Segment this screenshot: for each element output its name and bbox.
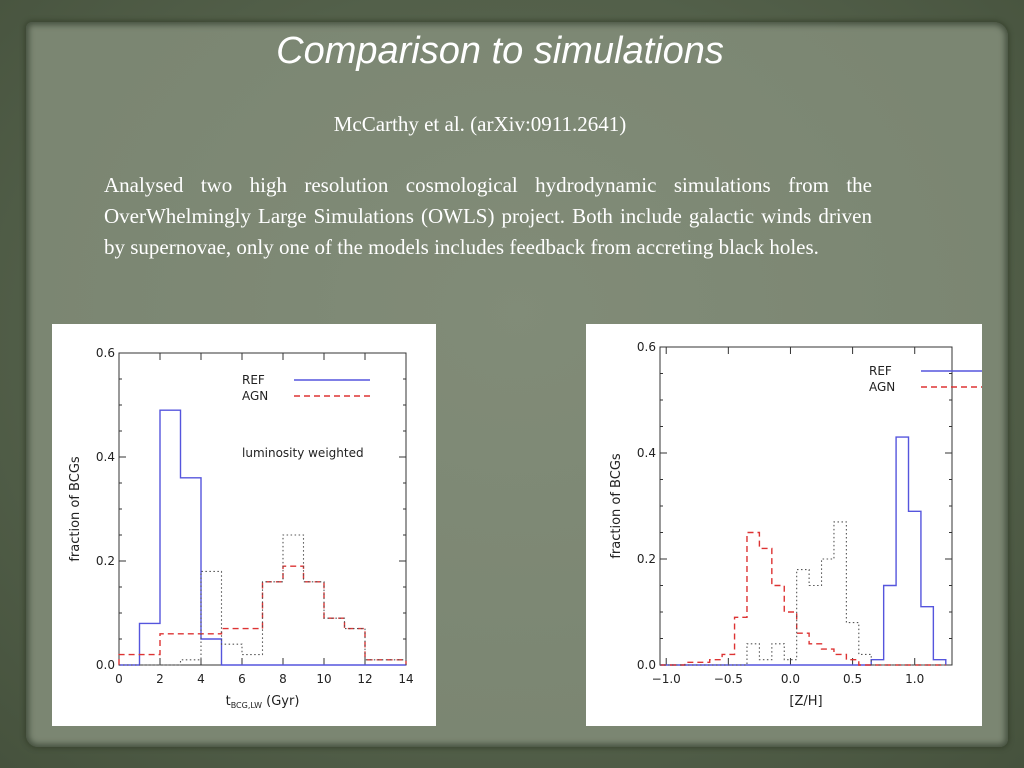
x-tick-label: 10 (316, 672, 331, 686)
y-axis-label: fraction of BCGs (68, 456, 83, 562)
histogram-dotted-series (119, 534, 407, 666)
histogram-agn-series (118, 565, 407, 665)
x-tick-label: 0.0 (781, 672, 800, 686)
x-tick-label: 2 (156, 672, 164, 686)
x-axis-label: [Z/H] (789, 694, 822, 709)
histogram-ref-series (660, 436, 947, 666)
y-axis-label: fraction of BCGs (609, 453, 624, 559)
y-tick-label: 0.0 (637, 658, 656, 672)
y-tick-label: 0.0 (96, 658, 115, 672)
x-tick-label: 1.0 (905, 672, 924, 686)
legend-label-ref: REF (242, 373, 265, 387)
slide-title: Comparison to simulations (276, 30, 724, 72)
x-tick-label: 6 (238, 672, 246, 686)
reference-citation: McCarthy et al. (arXiv:0911.2641) (333, 112, 627, 136)
figure-metallicity-histogram: 0.0 0.2 0.4 0.6 −1.0 −0.5 0.0 0.5 1.0 REF AGN fract… (586, 324, 982, 726)
figure-age-histogram: 0.0 0.2 0.4 0.6 0 2 4 6 8 10 12 14 REF AGN fraction of… (52, 324, 436, 726)
y-tick-label: 0.6 (96, 346, 115, 360)
x-axis-label: tBCG,LW (Gyr) (226, 694, 300, 710)
body-paragraph: Analysed two high resolution cosmologica… (104, 173, 872, 259)
y-tick-label: 0.2 (96, 554, 115, 568)
y-tick-label: 0.4 (96, 450, 115, 464)
x-tick-label: 4 (197, 672, 205, 686)
y-tick-label: 0.6 (637, 340, 656, 354)
histogram-dotted-series (660, 521, 946, 666)
metallicity-histogram-chart: 0.0 0.2 0.4 0.6 −1.0 −0.5 0.0 0.5 1.0 REF AGN fract… (609, 340, 982, 709)
x-tick-label: −0.5 (714, 672, 743, 686)
x-tick-label: −1.0 (652, 672, 681, 686)
annotation-label: luminosity weighted (242, 446, 364, 460)
y-tick-label: 0.4 (637, 446, 656, 460)
x-tick-label: 8 (279, 672, 287, 686)
histogram-ref-series (119, 409, 406, 666)
histogram-agn-series (660, 531, 946, 666)
x-tick-label: 12 (357, 672, 372, 686)
legend-label-ref: REF (869, 364, 892, 378)
legend-label-agn: AGN (242, 389, 268, 403)
x-tick-label: 14 (398, 672, 413, 686)
x-tick-label: 0.5 (843, 672, 862, 686)
x-tick-label: 0 (115, 672, 123, 686)
legend-label-agn: AGN (869, 380, 895, 394)
age-histogram-chart: 0.0 0.2 0.4 0.6 0 2 4 6 8 10 12 14 REF AGN fraction of… (68, 346, 414, 710)
y-tick-label: 0.2 (637, 552, 656, 566)
